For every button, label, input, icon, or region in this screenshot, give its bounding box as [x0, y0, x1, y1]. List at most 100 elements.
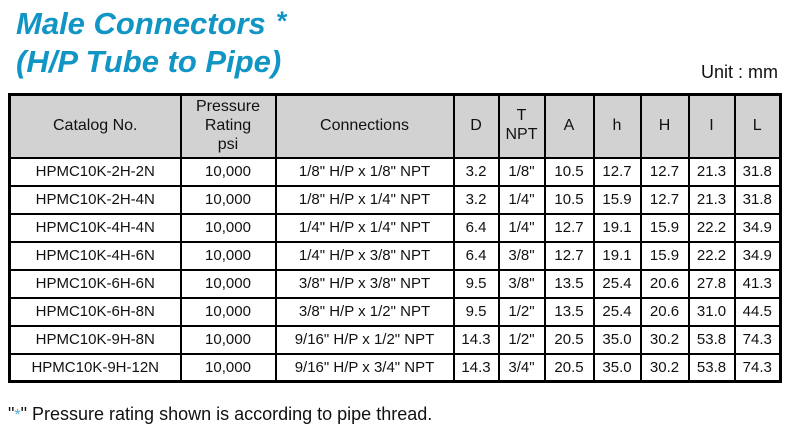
- cell-i: 53.8: [687, 352, 736, 383]
- cell-h-upper: 15.9: [639, 212, 690, 243]
- cell-h-lower: 19.1: [592, 212, 642, 243]
- column-header-connections: Connections: [274, 93, 455, 159]
- column-header-t-npt: T NPT: [497, 93, 546, 159]
- spec-table: Catalog No. Pressure Rating psi Connecti…: [8, 93, 782, 384]
- cell-catalog-no: HPMC10K-9H-12N: [8, 352, 182, 383]
- column-header-pressure-rating: Pressure Rating psi: [179, 93, 277, 159]
- cell-h-lower: 25.4: [592, 268, 642, 299]
- cell-connections: 9/16" H/P x 3/4" NPT: [274, 352, 455, 383]
- cell-catalog-no: HPMC10K-4H-6N: [8, 240, 182, 271]
- table-row: HPMC10K-4H-4N 10,000 1/4" H/P x 1/4" NPT…: [8, 212, 782, 243]
- cell-a: 13.5: [543, 296, 595, 327]
- column-header-d: D: [452, 93, 500, 159]
- cell-catalog-no: HPMC10K-9H-8N: [8, 324, 182, 355]
- table-row: HPMC10K-4H-6N 10,000 1/4" H/P x 3/8" NPT…: [8, 240, 782, 271]
- cell-l: 41.3: [733, 268, 782, 299]
- cell-d: 14.3: [452, 324, 500, 355]
- cell-t-npt: 3/4": [497, 352, 546, 383]
- cell-a: 20.5: [543, 352, 595, 383]
- cell-d: 3.2: [452, 184, 500, 215]
- cell-catalog-no: HPMC10K-2H-2N: [8, 156, 182, 187]
- cell-pressure-rating: 10,000: [179, 352, 277, 383]
- cell-d: 9.5: [452, 268, 500, 299]
- cell-connections: 1/8" H/P x 1/4" NPT: [274, 184, 455, 215]
- unit-label: Unit : mm: [700, 62, 778, 82]
- cell-connections: 3/8" H/P x 3/8" NPT: [274, 268, 455, 299]
- page-title-text: Male Connectors: [16, 6, 266, 41]
- cell-h-upper: 30.2: [639, 352, 690, 383]
- cell-l: 74.3: [733, 352, 782, 383]
- cell-catalog-no: HPMC10K-6H-6N: [8, 268, 182, 299]
- column-header-catalog-no: Catalog No.: [8, 93, 182, 159]
- cell-connections: 1/4" H/P x 3/8" NPT: [274, 240, 455, 271]
- cell-l: 74.3: [733, 324, 782, 355]
- cell-pressure-rating: 10,000: [179, 156, 277, 187]
- table-row: HPMC10K-6H-8N 10,000 3/8" H/P x 1/2" NPT…: [8, 296, 782, 327]
- cell-a: 12.7: [543, 212, 595, 243]
- cell-i: 22.2: [687, 212, 736, 243]
- cell-a: 12.7: [543, 240, 595, 271]
- column-header-i: I: [687, 93, 736, 159]
- footnote-text: Pressure rating shown is according to pi…: [27, 404, 433, 424]
- cell-h-upper: 30.2: [639, 324, 690, 355]
- cell-pressure-rating: 10,000: [179, 296, 277, 327]
- cell-pressure-rating: 10,000: [179, 184, 277, 215]
- cell-d: 9.5: [452, 296, 500, 327]
- cell-d: 3.2: [452, 156, 500, 187]
- cell-connections: 1/4" H/P x 1/4" NPT: [274, 212, 455, 243]
- cell-t-npt: 3/8": [497, 240, 546, 271]
- table-row: HPMC10K-6H-6N 10,000 3/8" H/P x 3/8" NPT…: [8, 268, 782, 299]
- cell-pressure-rating: 10,000: [179, 268, 277, 299]
- cell-pressure-rating: 10,000: [179, 324, 277, 355]
- page-title: Male Connectors * (H/P Tube to Pipe): [16, 2, 286, 81]
- cell-connections: 9/16" H/P x 1/2" NPT: [274, 324, 455, 355]
- cell-h-upper: 12.7: [639, 156, 690, 187]
- cell-h-lower: 19.1: [592, 240, 642, 271]
- cell-l: 31.8: [733, 156, 782, 187]
- cell-connections: 3/8" H/P x 1/2" NPT: [274, 296, 455, 327]
- cell-i: 21.3: [687, 156, 736, 187]
- cell-d: 6.4: [452, 212, 500, 243]
- cell-i: 31.0: [687, 296, 736, 327]
- table-row: HPMC10K-9H-8N 10,000 9/16" H/P x 1/2" NP…: [8, 324, 782, 355]
- cell-h-upper: 20.6: [639, 296, 690, 327]
- footnote-asterisk: *: [14, 407, 21, 424]
- cell-l: 31.8: [733, 184, 782, 215]
- table-row: HPMC10K-2H-4N 10,000 1/8" H/P x 1/4" NPT…: [8, 184, 782, 215]
- cell-catalog-no: HPMC10K-4H-4N: [8, 212, 182, 243]
- column-header-a: A: [543, 93, 595, 159]
- cell-a: 13.5: [543, 268, 595, 299]
- cell-t-npt: 1/2": [497, 324, 546, 355]
- cell-l: 44.5: [733, 296, 782, 327]
- cell-h-upper: 12.7: [639, 184, 690, 215]
- cell-d: 6.4: [452, 240, 500, 271]
- cell-h-lower: 25.4: [592, 296, 642, 327]
- cell-h-lower: 12.7: [592, 156, 642, 187]
- cell-pressure-rating: 10,000: [179, 212, 277, 243]
- cell-catalog-no: HPMC10K-6H-8N: [8, 296, 182, 327]
- cell-t-npt: 1/4": [497, 212, 546, 243]
- cell-connections: 1/8" H/P x 1/8" NPT: [274, 156, 455, 187]
- cell-a: 10.5: [543, 184, 595, 215]
- cell-t-npt: 1/2": [497, 296, 546, 327]
- cell-h-upper: 20.6: [639, 268, 690, 299]
- page-title-line2: (H/P Tube to Pipe): [16, 44, 282, 79]
- cell-t-npt: 3/8": [497, 268, 546, 299]
- cell-i: 27.8: [687, 268, 736, 299]
- cell-i: 21.3: [687, 184, 736, 215]
- cell-h-lower: 15.9: [592, 184, 642, 215]
- cell-h-lower: 35.0: [592, 352, 642, 383]
- cell-t-npt: 1/8": [497, 156, 546, 187]
- footnote-quote-close: ": [20, 404, 28, 424]
- cell-l: 34.9: [733, 240, 782, 271]
- page-title-line1: Male Connectors *: [16, 2, 286, 43]
- header-row: Catalog No. Pressure Rating psi Connecti…: [8, 93, 782, 159]
- cell-a: 20.5: [543, 324, 595, 355]
- cell-d: 14.3: [452, 352, 500, 383]
- cell-t-npt: 1/4": [497, 184, 546, 215]
- table-row: HPMC10K-9H-12N 10,000 9/16" H/P x 3/4" N…: [8, 352, 782, 383]
- cell-h-upper: 15.9: [639, 240, 690, 271]
- cell-a: 10.5: [543, 156, 595, 187]
- cell-catalog-no: HPMC10K-2H-4N: [8, 184, 182, 215]
